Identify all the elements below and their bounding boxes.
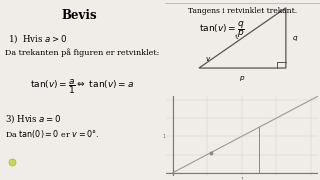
Text: $\tan(v) = \dfrac{q}{p}$: $\tan(v) = \dfrac{q}{p}$ [199,19,245,40]
Text: $p$: $p$ [239,74,245,83]
Text: 1: 1 [163,134,166,139]
Text: Da $\tan(0) = 0$ er $v = 0\degree$.: Da $\tan(0) = 0$ er $v = 0\degree$. [5,128,99,140]
Text: 3) Hvis $a = 0$: 3) Hvis $a = 0$ [5,112,62,125]
Text: $q$: $q$ [292,34,298,43]
Text: $v$: $v$ [205,55,212,63]
Text: Bevis: Bevis [61,9,97,22]
Text: 1: 1 [240,177,243,180]
Text: $\tan(v) = \dfrac{a}{1} \Leftrightarrow \ \tan(v) = a$: $\tan(v) = \dfrac{a}{1} \Leftrightarrow … [30,77,134,96]
Text: Da trekanten på figuren er retvinklet:: Da trekanten på figuren er retvinklet: [5,49,159,57]
Text: 1)  Hvis $a > 0$: 1) Hvis $a > 0$ [8,32,68,45]
Text: $r$: $r$ [233,31,243,41]
Text: Tangens i retvinklet trekant.: Tangens i retvinklet trekant. [188,7,297,15]
